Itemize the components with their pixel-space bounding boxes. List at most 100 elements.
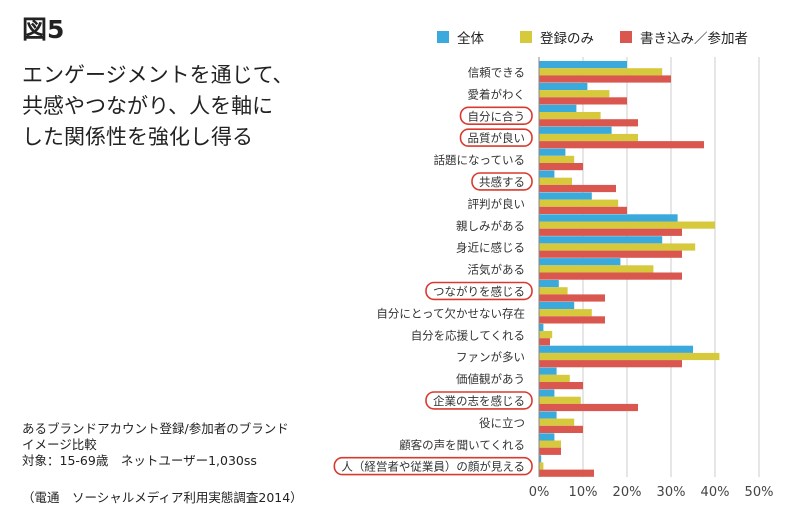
highlight-circle: [425, 391, 533, 410]
bar: [539, 112, 601, 120]
note-line-3: 対象：15-69歳 ネットユーザー1,030ss: [22, 453, 257, 468]
bar: [539, 133, 638, 142]
bar: [539, 294, 605, 302]
figure-label: 図5: [22, 15, 65, 44]
x-tick-label: 50%: [745, 485, 774, 500]
bar: [539, 396, 581, 404]
legend-label-all: 全体: [457, 31, 484, 47]
bar: [539, 97, 627, 105]
legend-swatch-participants: [620, 31, 632, 43]
bar: [539, 221, 715, 229]
bar: [539, 243, 696, 251]
bar: [539, 119, 638, 127]
bar: [539, 170, 555, 178]
bar: [539, 258, 621, 266]
bar: [539, 338, 550, 346]
category-label: 信頼できる: [468, 65, 525, 79]
category-label: 役に立つ: [479, 416, 525, 430]
category-label: 自分を応援してくれる: [411, 328, 525, 342]
highlight-circle: [333, 456, 533, 476]
bar: [539, 447, 561, 455]
category-label: つながりを感じる: [433, 284, 525, 298]
bar: [539, 280, 559, 288]
headline-line-2: 共感やつながり、人を軸に: [22, 94, 274, 118]
highlight-circle: [471, 172, 533, 191]
headline: エンゲージメントを通じて、 共感やつながり、人を軸に した関係性を強化し得る: [22, 60, 352, 153]
bar: [539, 360, 682, 368]
bar: [539, 68, 663, 76]
bar: [539, 192, 592, 200]
highlight-circle: [459, 128, 533, 147]
bar: [539, 403, 638, 412]
bar: [539, 75, 671, 83]
category-label: 人（経営者や従業員）の顔が見える: [341, 460, 525, 474]
category-label: 活気がある: [468, 263, 526, 277]
category-label: 自分にとって欠かせない存在: [376, 306, 525, 320]
bar: [539, 236, 663, 244]
bar: [539, 374, 570, 382]
bar: [539, 141, 704, 149]
bar: [539, 331, 553, 339]
bar: [539, 126, 612, 134]
legend-swatch-all: [437, 31, 449, 43]
bar: [539, 272, 682, 280]
bar: [539, 411, 557, 419]
bar: [539, 352, 720, 361]
x-tick-label: 10%: [569, 485, 598, 500]
legend-label-participants: 書き込み／参加者: [640, 31, 748, 47]
category-label: 愛着がわく: [468, 87, 526, 101]
bar: [539, 163, 583, 171]
bar: [539, 367, 557, 375]
bar: [539, 206, 627, 214]
x-tick-label: 0%: [529, 485, 550, 500]
bar: [539, 418, 575, 426]
highlight-circle: [459, 106, 533, 126]
category-label: 共感する: [479, 175, 525, 189]
bar: [539, 250, 682, 258]
bar: [539, 104, 577, 112]
category-label: 品質が良い: [468, 131, 526, 145]
bar: [539, 228, 682, 236]
category-label: 評判が良い: [468, 197, 526, 211]
bar: [539, 316, 605, 324]
x-tick-label: 30%: [657, 485, 686, 500]
bar: [539, 323, 544, 331]
bar: [539, 90, 610, 98]
chart-legend: 全体 登録のみ 書き込み／参加者: [0, 25, 800, 49]
bar: [539, 184, 616, 193]
category-label: 親しみがある: [456, 219, 525, 233]
bar: [539, 265, 654, 273]
highlight-circle: [425, 281, 533, 301]
bar: [539, 440, 561, 448]
bar: [539, 61, 627, 69]
bar: [539, 287, 568, 295]
category-label: 自分に合う: [468, 109, 526, 123]
category-label: 価値観があう: [456, 372, 525, 386]
source-note: （電通 ソーシャルメディア利用実態調査2014）: [22, 490, 303, 505]
legend-item-registered: 登録のみ: [520, 25, 594, 49]
note-line-1: あるブランドアカウント登録/参加者のブランド: [22, 421, 289, 436]
x-tick-label: 20%: [613, 485, 642, 500]
bar: [539, 177, 572, 185]
bar: [539, 301, 575, 310]
survey-note: あるブランドアカウント登録/参加者のブランド イメージ比較 対象：15-69歳 …: [22, 421, 352, 469]
bar: [539, 148, 566, 156]
bar: [539, 309, 592, 317]
bar: [539, 199, 619, 207]
bar: [539, 345, 693, 353]
category-label: 身近に感じる: [456, 241, 525, 255]
headline-line-1: エンゲージメントを通じて、: [22, 63, 294, 87]
legend-label-registered: 登録のみ: [540, 31, 594, 47]
x-tick-label: 40%: [701, 485, 730, 500]
bar: [539, 433, 555, 441]
headline-line-3: した関係性を強化し得る: [22, 125, 253, 149]
legend-item-participants: 書き込み／参加者: [620, 25, 748, 49]
bar: [539, 82, 588, 91]
category-label: ファンが多い: [456, 350, 525, 364]
category-label: 顧客の声を聞いてくれる: [399, 438, 525, 452]
category-label: 企業の志を感じる: [433, 394, 525, 408]
bar: [539, 214, 678, 222]
legend-swatch-registered: [520, 31, 532, 43]
bar: [539, 389, 555, 397]
